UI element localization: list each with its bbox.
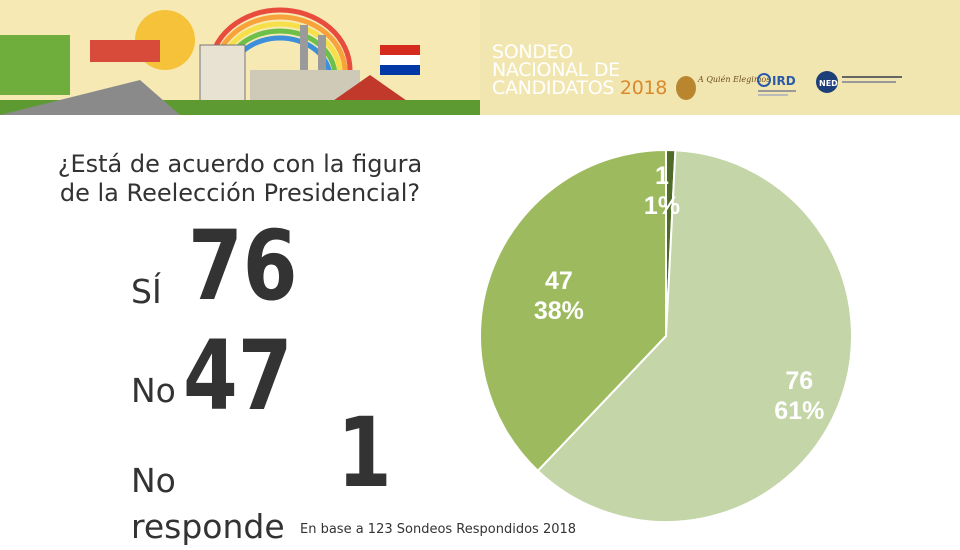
data-label-value-si: 76: [785, 367, 813, 395]
logo-ned: NED: [816, 71, 902, 93]
svg-text:A Quién Elegimos: A Quién Elegimos: [697, 75, 770, 84]
banner-title: SONDEO NACIONAL DE CANDIDATOS 2018: [492, 41, 668, 99]
answer-label-no-responde: No responde: [131, 461, 285, 546]
answer-value-si: 76: [188, 210, 298, 322]
answer-value-no: 47: [183, 320, 293, 432]
sponsor-logos: A Quién Elegimos IRD NED: [676, 71, 902, 100]
banner-title-line3: CANDIDATOS 2018: [492, 77, 668, 99]
banner-illustration: [0, 0, 480, 115]
banner-year: 2018: [619, 77, 668, 99]
data-label-percent-si: 61%: [774, 397, 824, 425]
logo-a-quien-elegimos: A Quién Elegimos: [676, 75, 770, 100]
answer-label-si: SÍ: [131, 272, 162, 311]
answer-label-no: No: [131, 371, 176, 410]
logo-ird: IRD: [757, 73, 796, 96]
data-label-value-no-responde: 1: [655, 162, 669, 190]
banner-title-line1: SONDEO: [492, 41, 574, 63]
data-label-value-no: 47: [545, 267, 573, 295]
pie-slice-no: [479, 148, 667, 473]
svg-text:IRD: IRD: [772, 74, 796, 88]
pie-slices: [479, 148, 853, 523]
question-title: ¿Está de acuerdo con la figura de la Ree…: [57, 150, 423, 207]
answer-value-no-responde: 1: [337, 397, 392, 509]
data-label-percent-no: 38%: [534, 297, 584, 325]
banner-title-line2: NACIONAL DE: [492, 59, 620, 81]
header-banner: SONDEO NACIONAL DE CANDIDATOS 2018 A Qui…: [0, 0, 960, 115]
svg-text:NED: NED: [819, 79, 838, 88]
pie-slice-si: [536, 149, 853, 523]
data-label-percent-no-responde: 1%: [644, 192, 680, 220]
footnote: En base a 123 Sondeos Respondidos 2018: [300, 522, 577, 537]
